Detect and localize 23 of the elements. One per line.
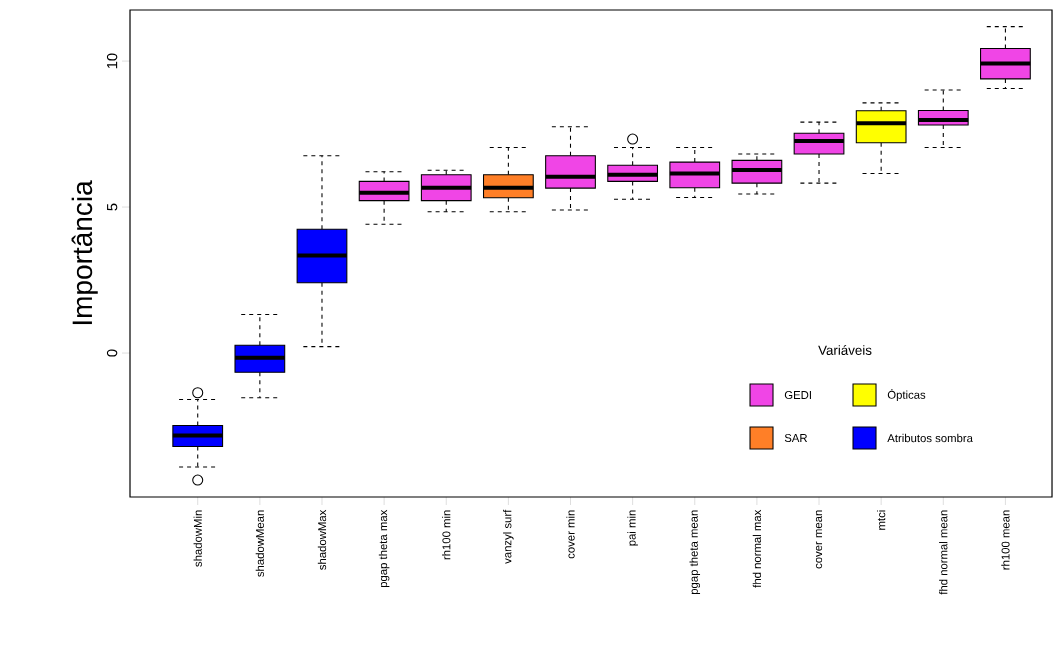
x-tick-label: pgap theta max (378, 509, 390, 588)
y-axis-title: Importância (71, 180, 98, 325)
legend-label: GEDI (784, 390, 811, 399)
legend-label: Atributos sombra (887, 433, 973, 443)
x-tick-label: shadowMax (317, 509, 327, 570)
x-tick-label: cover mean (815, 510, 823, 569)
x-tick-label: fhd normal mean (939, 510, 948, 595)
legend-label: SAR (784, 433, 808, 442)
legend-title: Variáveis (818, 345, 872, 355)
y-tick-label: 5 (107, 203, 118, 211)
x-tick-label: rh100 mean (1001, 510, 1010, 570)
x-tick-label: shadowMin (193, 510, 202, 567)
y-tick-label: 10 (106, 53, 118, 69)
x-tick-label: mtci (876, 510, 886, 530)
x-tick-label: pai min (627, 510, 638, 546)
x-tick-label: pgap theta mean (689, 510, 701, 595)
x-tick-label: rh100 min (442, 510, 451, 560)
legend-label: Ópticas (887, 388, 926, 402)
x-tick-label: vanzyl surf (503, 509, 514, 564)
x-tick-label: shadowMean (255, 510, 265, 577)
x-tick-label: fhd normal max (752, 509, 762, 588)
y-tick-label: 0 (106, 349, 118, 357)
x-tick-label: cover min (566, 510, 575, 559)
